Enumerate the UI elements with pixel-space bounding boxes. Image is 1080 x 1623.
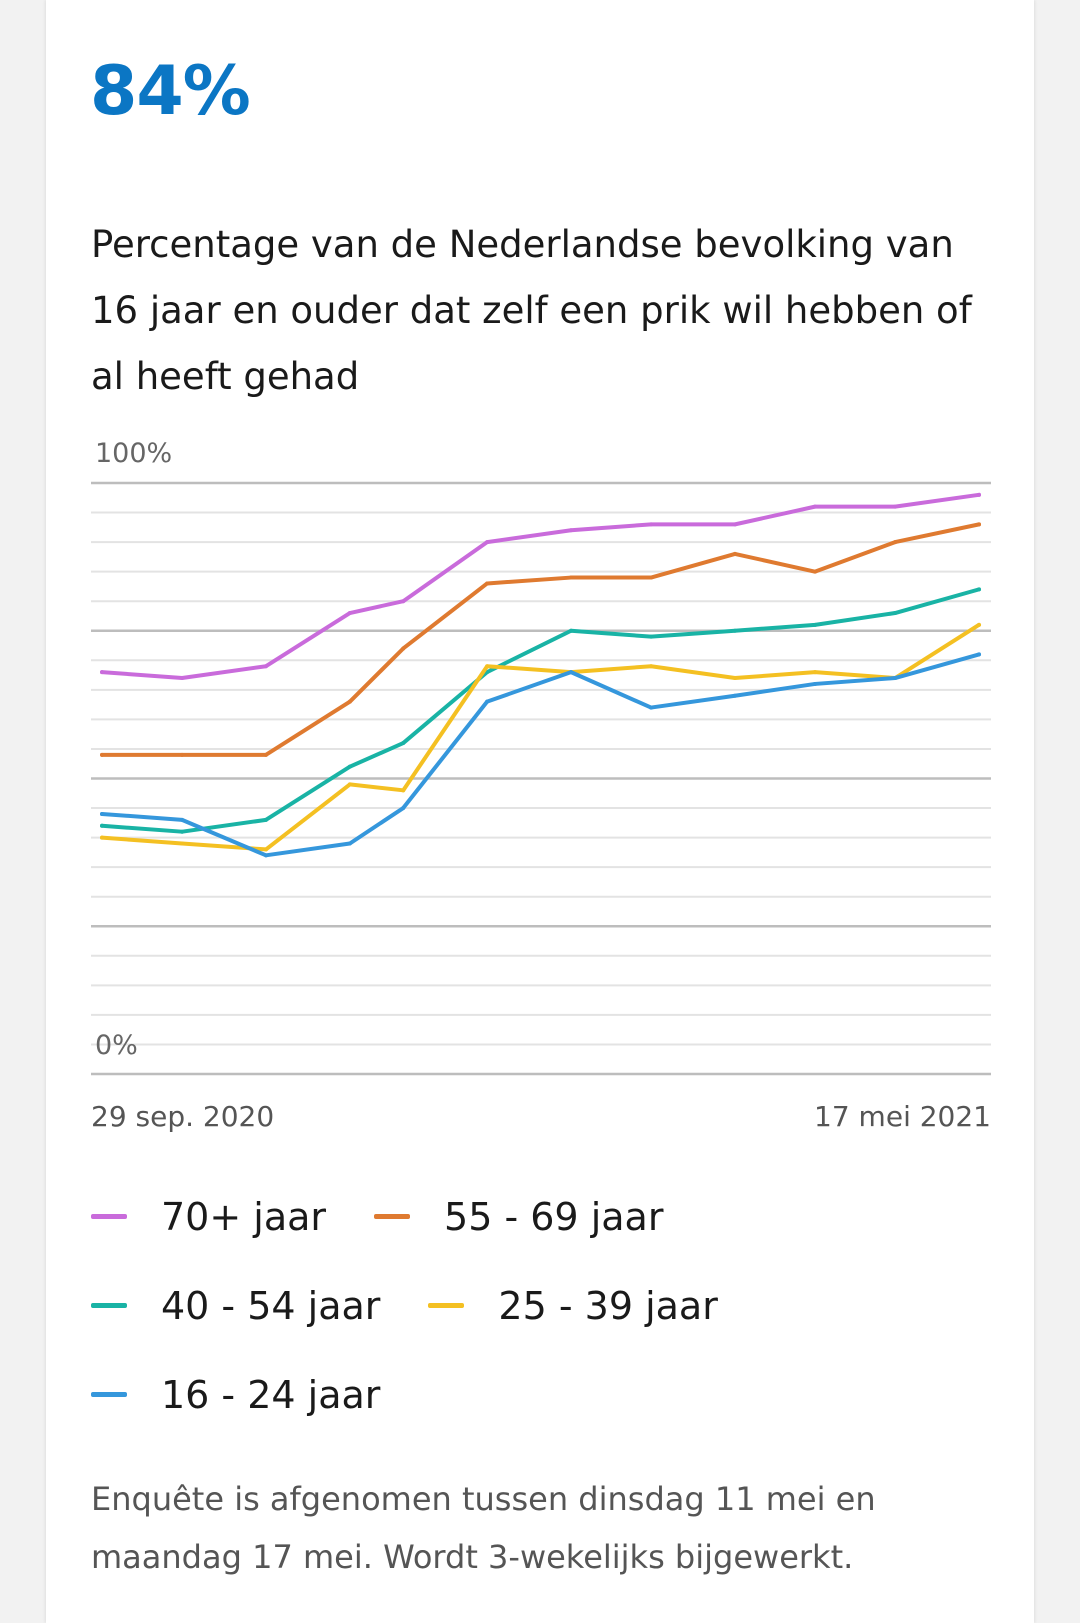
data-point	[401, 788, 406, 793]
data-point	[485, 540, 490, 545]
data-point	[347, 611, 352, 616]
data-point	[649, 705, 654, 710]
data-point	[813, 670, 818, 675]
data-point	[180, 841, 185, 846]
data-point	[649, 664, 654, 669]
data-point	[977, 587, 981, 592]
series-line-4	[100, 652, 981, 858]
footnote: Enquête is afgenomen tussen dinsdag 11 m…	[91, 1480, 876, 1576]
data-point	[100, 811, 104, 816]
data-point	[485, 664, 490, 669]
legend-item: 25 - 39 jaar	[428, 1283, 718, 1328]
data-point	[977, 522, 981, 527]
data-point	[569, 575, 574, 580]
data-point	[569, 528, 574, 533]
x-tick-label-start: 29 sep. 2020	[91, 1100, 275, 1133]
chart-legend: 70+ jaar 55 - 69 jaar 40 - 54 jaar 25 - …	[91, 1172, 991, 1439]
data-point	[401, 599, 406, 604]
data-point	[263, 847, 268, 852]
data-point	[401, 741, 406, 746]
headline-value: 84%	[90, 52, 251, 131]
data-point	[977, 622, 981, 627]
data-point	[100, 670, 104, 675]
data-point	[732, 522, 737, 527]
data-point	[347, 841, 352, 846]
data-point	[100, 752, 104, 757]
data-point	[732, 628, 737, 633]
legend-item: 40 - 54 jaar	[91, 1284, 380, 1328]
data-point	[569, 670, 574, 675]
data-point	[813, 622, 818, 627]
y-tick-label-bottom: 0%	[95, 1030, 138, 1061]
data-point	[180, 817, 185, 822]
legend-item: 70+ jaar	[91, 1195, 326, 1239]
legend-swatch	[374, 1214, 411, 1219]
legend-item: 16 - 24 jaar	[91, 1373, 380, 1417]
data-point	[180, 829, 185, 834]
legend-swatch	[91, 1214, 127, 1219]
data-point	[263, 853, 268, 858]
legend-label: 25 - 39 jaar	[498, 1283, 718, 1328]
data-point	[813, 569, 818, 574]
chart-svg	[91, 481, 991, 1076]
data-point	[893, 540, 898, 545]
legend-swatch	[91, 1392, 127, 1397]
data-point	[180, 676, 185, 681]
series-line-2	[100, 587, 981, 834]
data-point	[649, 522, 654, 527]
series-line-3	[100, 622, 981, 852]
data-point	[401, 646, 406, 651]
legend-swatch	[428, 1303, 465, 1308]
data-point	[893, 504, 898, 509]
line-chart: 100% 0% 29 sep. 2020 17 mei 2021	[91, 438, 991, 1140]
data-point	[100, 835, 104, 840]
data-point	[569, 628, 574, 633]
legend-swatch	[91, 1303, 127, 1308]
data-point	[263, 752, 268, 757]
legend-label: 55 - 69 jaar	[444, 1194, 664, 1239]
data-point	[263, 664, 268, 669]
legend-label: 40 - 54 jaar	[161, 1283, 381, 1328]
data-point	[485, 581, 490, 586]
data-point	[180, 752, 185, 757]
data-point	[732, 551, 737, 556]
data-point	[977, 492, 981, 497]
data-point	[813, 681, 818, 686]
data-point	[893, 676, 898, 681]
data-point	[485, 699, 490, 704]
x-tick-label-end: 17 mei 2021	[814, 1100, 991, 1133]
data-point	[732, 693, 737, 698]
chart-title: Percentage van de Nederlandse bevolking …	[91, 223, 972, 398]
data-point	[813, 504, 818, 509]
data-point	[401, 806, 406, 811]
data-point	[347, 699, 352, 704]
data-point	[100, 823, 104, 828]
data-point	[893, 611, 898, 616]
series-line-1	[100, 522, 981, 757]
data-point	[649, 634, 654, 639]
data-point	[347, 782, 352, 787]
legend-label: 16 - 24 jaar	[161, 1372, 381, 1417]
data-point	[649, 575, 654, 580]
data-point	[263, 817, 268, 822]
chart-card: 84% Percentage van de Nederlandse bevolk…	[46, 0, 1034, 1623]
legend-item: 55 - 69 jaar	[374, 1195, 663, 1239]
series-line-0	[100, 492, 981, 681]
data-point	[732, 676, 737, 681]
y-tick-label-top: 100%	[95, 438, 173, 469]
legend-label: 70+ jaar	[161, 1194, 327, 1239]
data-point	[977, 652, 981, 657]
data-point	[347, 764, 352, 769]
